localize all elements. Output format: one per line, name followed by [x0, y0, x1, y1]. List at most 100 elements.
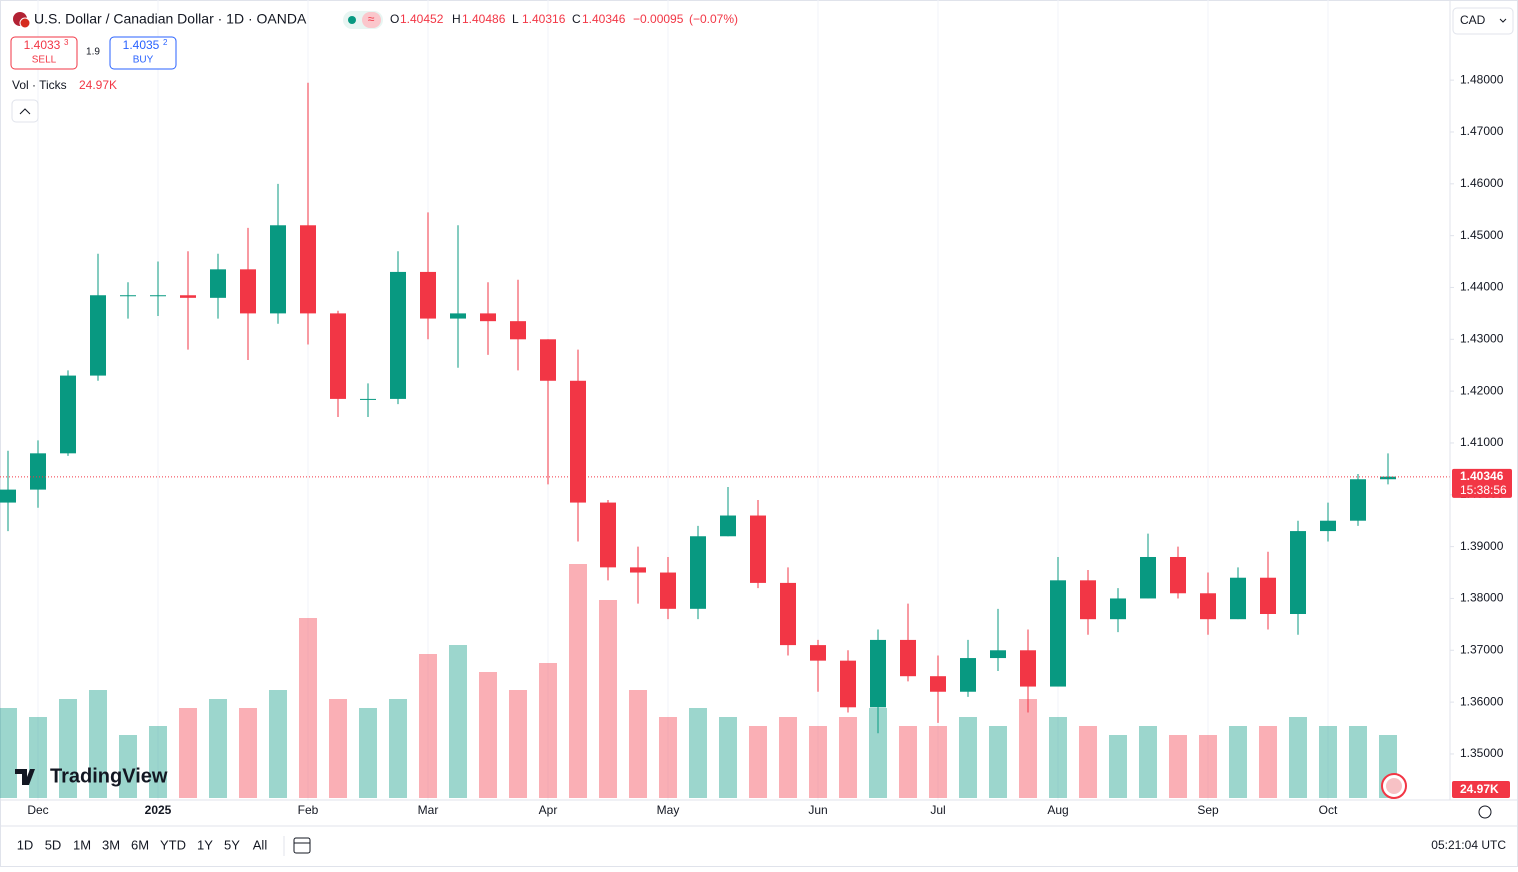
- volume-bar: [359, 708, 377, 798]
- range-button[interactable]: YTD: [160, 837, 186, 852]
- buy-label: BUY: [133, 55, 154, 66]
- change: −0.00095: [633, 12, 684, 26]
- candle-body: [90, 295, 106, 376]
- candle-body: [690, 536, 706, 609]
- range-button[interactable]: 1M: [73, 837, 91, 852]
- volume-bar: [1229, 726, 1247, 798]
- volume-bar: [239, 708, 257, 798]
- y-tick-label: 1.46000: [1460, 176, 1504, 190]
- range-button[interactable]: 1Y: [197, 837, 213, 852]
- collapse-icon: [19, 108, 31, 115]
- volume-bar: [449, 645, 467, 798]
- candle-body: [1380, 476, 1396, 480]
- volume-bar: [779, 717, 797, 798]
- currency: CAD: [1460, 13, 1486, 27]
- volume-bar: [89, 690, 107, 798]
- y-tick-label: 1.42000: [1460, 383, 1504, 397]
- volume-bar: [209, 699, 227, 798]
- y-tick-label: 1.43000: [1460, 331, 1504, 345]
- candle-body: [1200, 593, 1216, 620]
- volume-bar: [299, 618, 317, 798]
- dropdown-arrow: [1499, 18, 1507, 23]
- range-button[interactable]: 3M: [102, 837, 120, 852]
- settings-icon[interactable]: [1478, 805, 1492, 819]
- ohlc-label: H: [452, 12, 461, 26]
- candle-body: [1290, 531, 1306, 615]
- y-tick-label: 1.39000: [1460, 539, 1504, 553]
- candle-body: [420, 271, 436, 319]
- symbol-title: U.S. Dollar / Canadian Dollar · 1D · OAN…: [34, 11, 307, 27]
- calendar-icon[interactable]: [293, 837, 311, 854]
- candle-body: [1320, 520, 1336, 532]
- candle-body: [210, 269, 226, 298]
- candle-body: [930, 676, 946, 692]
- volume-bar: [1289, 717, 1307, 798]
- candle-body: [1170, 556, 1186, 594]
- candle-body: [1260, 577, 1276, 615]
- candle-body: [540, 339, 556, 381]
- candle-body: [600, 502, 616, 568]
- volume-bar: [659, 717, 677, 798]
- change-percent: (−0.07%): [689, 12, 738, 26]
- collapse-button[interactable]: [11, 99, 39, 123]
- volume-bar: [1169, 735, 1187, 798]
- range-button[interactable]: All: [253, 837, 268, 852]
- sell-button[interactable]: [10, 36, 78, 70]
- x-tick-label: Feb: [298, 803, 319, 817]
- candle-body: [270, 225, 286, 314]
- x-tick-label: Mar: [418, 803, 439, 817]
- sell-pip: 3: [64, 38, 69, 47]
- y-tick-label: 1.36000: [1460, 694, 1504, 708]
- x-tick-label: Oct: [1319, 803, 1338, 817]
- currency-select[interactable]: [1452, 7, 1514, 35]
- range-button[interactable]: 1D: [17, 837, 34, 852]
- ohlc-value: 1.40486: [462, 12, 506, 26]
- ohlc-legend: O 1.40452 H 1.40486 L 1.40316 C 1.40346: [390, 12, 626, 26]
- volume-bar: [719, 717, 737, 798]
- volume-badge: [1452, 781, 1510, 798]
- candle-body: [240, 269, 256, 314]
- volume-bar: [599, 600, 617, 798]
- sell-label: SELL: [32, 55, 57, 66]
- volume-bar: [749, 726, 767, 798]
- clock: 05:21:04 UTC: [1431, 838, 1506, 852]
- range-toolbar: 1D 5D 1M 3M 6M YTD 1Y 5Y All: [17, 837, 268, 852]
- candle-body: [510, 321, 526, 340]
- ohlc-value: 1.40346: [582, 12, 626, 26]
- volume-bar: [1319, 726, 1337, 798]
- candle-body: [630, 567, 646, 573]
- candle-body: [870, 639, 886, 708]
- candle-body: [1080, 580, 1096, 620]
- flag-icon: [19, 17, 31, 29]
- volume-bar: [539, 663, 557, 798]
- last-price-badge: [1452, 468, 1512, 498]
- volume-bar: [1109, 735, 1127, 798]
- volume-bar: [419, 654, 437, 798]
- ohlc-value: 1.40316: [522, 12, 566, 26]
- volume-legend: Vol · Ticks: [12, 78, 67, 92]
- x-tick-label: Sep: [1197, 803, 1219, 817]
- range-button[interactable]: 6M: [131, 837, 149, 852]
- spread: 1.9: [86, 47, 100, 58]
- range-button[interactable]: 5Y: [224, 837, 240, 852]
- delayed-icon: ≈: [368, 12, 375, 26]
- candle-body: [810, 645, 826, 661]
- volume-bar: [569, 564, 587, 798]
- buy-button[interactable]: [109, 36, 177, 70]
- volume-bar: [479, 672, 497, 798]
- buy-price: 1.4035: [123, 38, 160, 52]
- volume-bar: [509, 690, 527, 798]
- x-tick-label: Aug: [1047, 803, 1068, 817]
- candle-body: [450, 313, 466, 319]
- candle-body: [1350, 479, 1366, 521]
- y-tick-label: 1.45000: [1460, 228, 1504, 242]
- candle-body: [60, 375, 76, 454]
- volume-bar: [1139, 726, 1157, 798]
- range-button[interactable]: 5D: [45, 837, 62, 852]
- sell-price: 1.4033: [24, 38, 61, 52]
- candle-body: [30, 453, 46, 490]
- y-tick-label: 1.35000: [1460, 746, 1504, 760]
- volume-bar: [809, 726, 827, 798]
